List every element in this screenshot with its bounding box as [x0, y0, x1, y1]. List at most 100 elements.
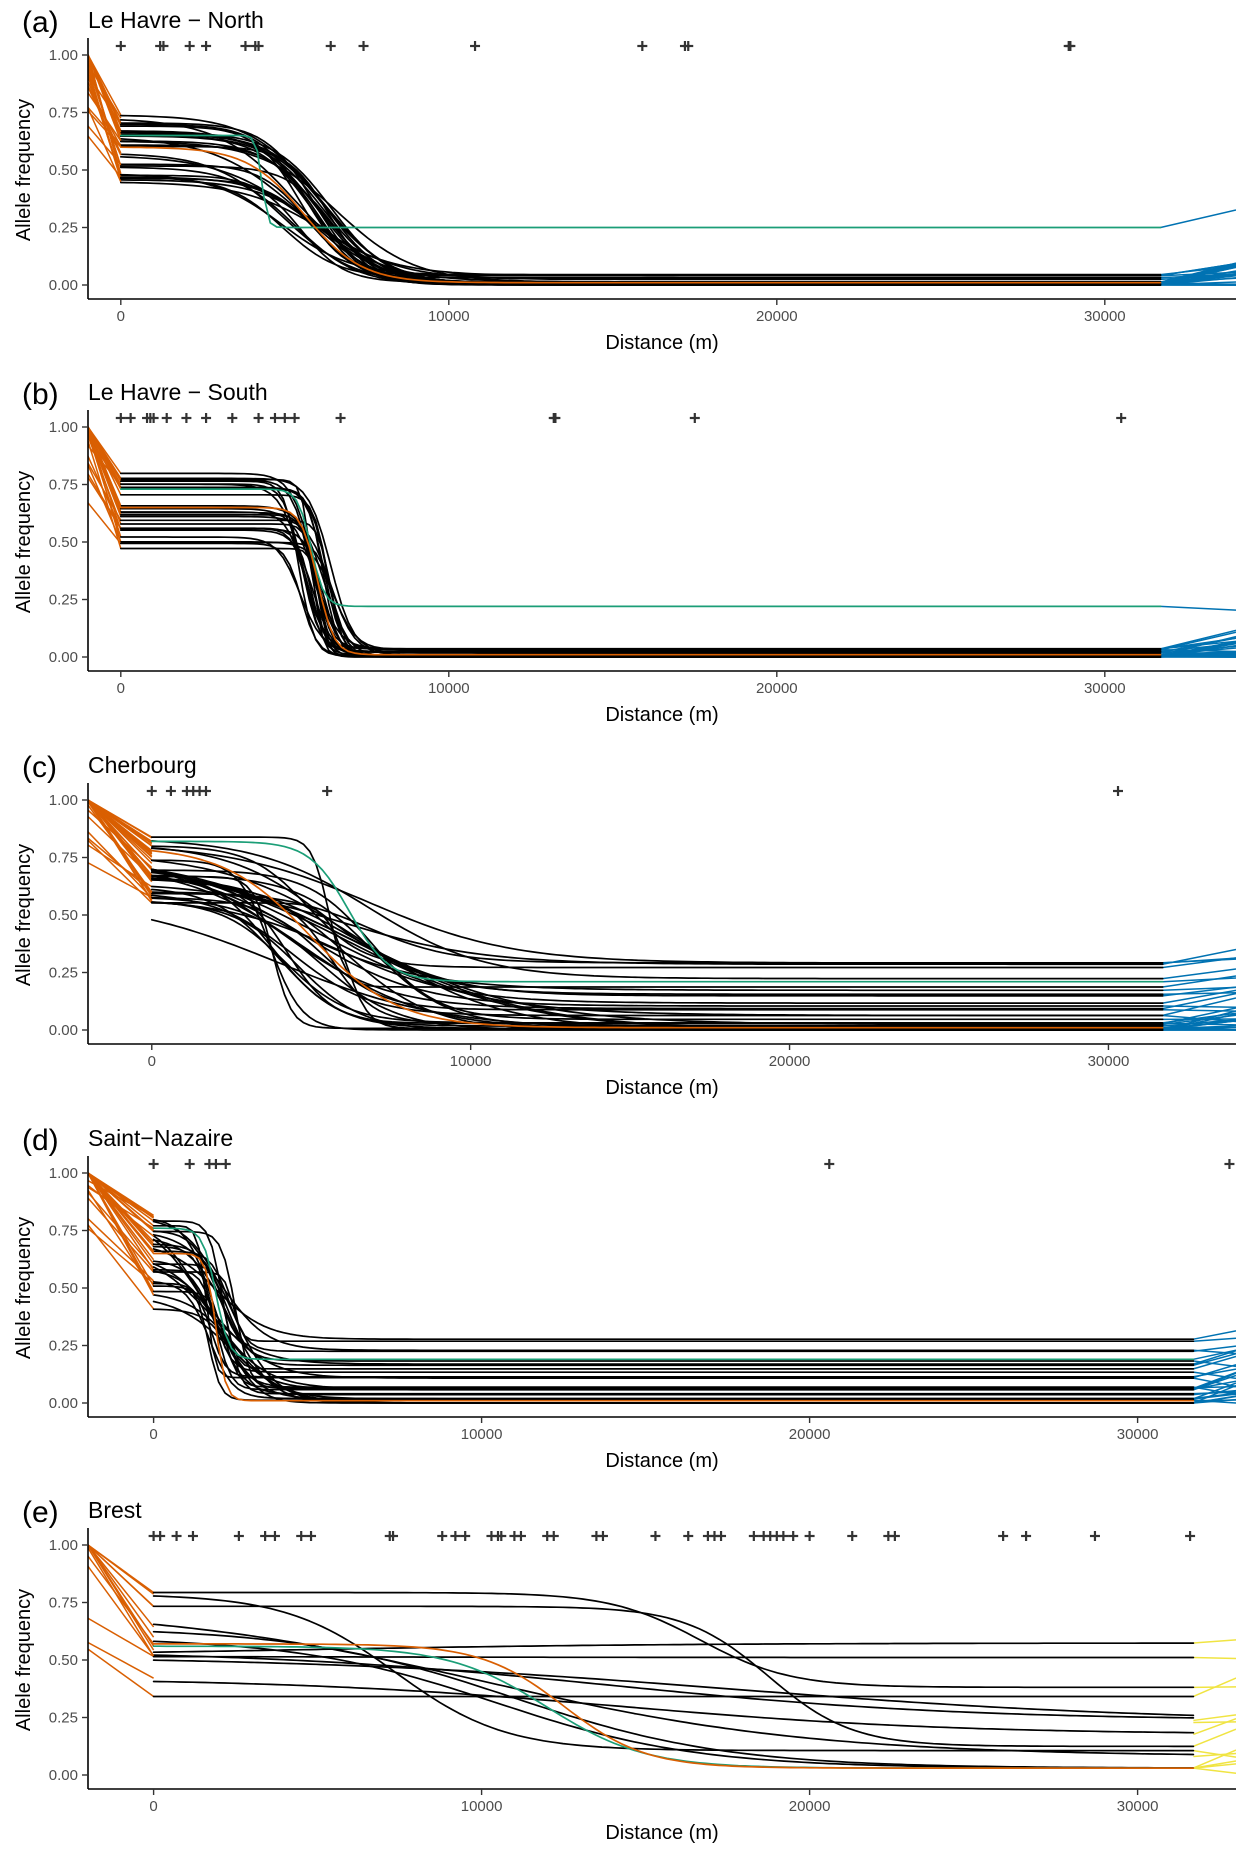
cline-line — [150, 879, 1164, 997]
sample-site-marker — [165, 786, 176, 796]
sample-site-marker — [998, 1531, 1009, 1541]
sample-site-marker — [253, 41, 264, 51]
cline-line — [119, 125, 1162, 277]
left-endpoint-segment — [88, 839, 153, 904]
panel-letter: (d) — [22, 1124, 59, 1157]
cline-line — [119, 176, 1162, 279]
sample-site-marker — [650, 1531, 661, 1541]
cline-line — [119, 181, 1162, 281]
sample-site-marker — [306, 1531, 317, 1541]
right-endpoint-segment — [1193, 1717, 1236, 1736]
sample-site-marker — [240, 41, 251, 51]
plot-area — [88, 1172, 1236, 1404]
right-endpoint-segment — [1160, 631, 1236, 651]
cline-panel: (a) Le Havre − North 0.00 0.25 0.50 0.75 1.00 0… — [13, 6, 1236, 354]
right-endpoint-segment — [1162, 986, 1236, 992]
sample-site-marker — [115, 413, 126, 423]
left-endpoint-segment — [88, 110, 122, 148]
cline-line-orange — [152, 1252, 1195, 1402]
left-endpoint-segment — [88, 799, 153, 878]
y-tick-label: 0.00 — [49, 277, 78, 294]
right-endpoint-segment — [1160, 262, 1236, 277]
sample-site-marker — [158, 41, 169, 51]
y-axis-title: Allele frequency — [13, 99, 35, 241]
cline-line-teal — [152, 1227, 1195, 1361]
panel-letter: (a) — [22, 6, 59, 39]
left-endpoint-segment — [88, 426, 122, 508]
left-endpoint-segment — [88, 1648, 155, 1698]
right-endpoint-segment — [1193, 1353, 1236, 1366]
sample-site-marker — [227, 413, 238, 423]
y-tick-label: 0.75 — [49, 1595, 78, 1612]
sample-site-marker — [1021, 1531, 1032, 1541]
sample-site-marker — [269, 413, 280, 423]
sample-site-marker — [210, 1159, 221, 1169]
x-axis-title: Distance (m) — [605, 1077, 718, 1099]
cline-line — [150, 868, 1164, 1010]
cline-line — [150, 840, 1164, 980]
sample-site-marker — [788, 1531, 799, 1541]
sample-site-marker — [322, 786, 333, 796]
cline-line — [119, 493, 1162, 658]
cline-line — [150, 896, 1164, 1011]
right-endpoint-segment — [1193, 1395, 1236, 1404]
sample-site-marker — [184, 41, 195, 51]
sample-site-marker — [515, 1531, 526, 1541]
sample-site-marker — [260, 1531, 271, 1541]
cline-line — [152, 1591, 1195, 1689]
panel-title: Le Havre − North — [88, 7, 264, 33]
cline-panel: (d) Saint−Nazaire 0.00 0.25 0.50 0.75 1.00 0 100… — [13, 1124, 1236, 1472]
right-endpoint-segment — [1193, 1763, 1236, 1769]
cline-panel: (e) Brest 0.00 0.25 0.50 0.75 1.00 0 10000 20000 3… — [13, 1496, 1236, 1844]
sample-site-marker — [1224, 1159, 1235, 1169]
cline-line — [152, 1271, 1195, 1343]
sample-site-marker — [325, 41, 336, 51]
sample-site-marker — [161, 413, 172, 423]
x-tick-label: 20000 — [769, 1053, 811, 1070]
sample-site-marker — [1116, 413, 1127, 423]
x-tick-label: 10000 — [461, 1426, 503, 1443]
cline-line — [150, 874, 1164, 1027]
x-tick-label: 10000 — [428, 680, 470, 697]
sample-site-marker — [187, 1531, 198, 1541]
cline-line-teal — [119, 134, 1162, 229]
sample-site-marker — [1113, 786, 1124, 796]
cline-line — [152, 1270, 1195, 1400]
sample-site-marker — [847, 1531, 858, 1541]
cline-line — [119, 483, 1162, 658]
right-endpoint-segment — [1193, 1749, 1236, 1769]
sample-site-marker — [253, 413, 264, 423]
sample-site-marker — [155, 1531, 166, 1541]
right-endpoint-segment — [1162, 975, 1236, 988]
cline-line — [152, 1234, 1195, 1391]
sample-site-marker — [748, 1531, 759, 1541]
right-endpoint-segment — [1193, 1393, 1236, 1400]
y-tick-label: 0.00 — [49, 1022, 78, 1039]
y-tick-label: 1.00 — [49, 47, 78, 64]
right-endpoint-segment — [1160, 263, 1236, 283]
sample-site-marker — [146, 786, 157, 796]
right-endpoint-segment — [1162, 977, 1236, 983]
panel-title: Brest — [88, 1497, 142, 1523]
left-endpoint-segment — [88, 1617, 154, 1658]
sample-site-marker — [689, 413, 700, 423]
plot-area — [88, 799, 1236, 1031]
sample-site-marker — [184, 1159, 195, 1169]
cline-line — [152, 1630, 1195, 1769]
cline-line — [152, 1680, 1195, 1734]
cline-line — [152, 1290, 1195, 1388]
left-endpoint-segment — [88, 1192, 155, 1269]
left-endpoint-segment — [88, 1172, 155, 1254]
cline-line — [152, 1220, 1195, 1404]
right-endpoint-segment — [1162, 1005, 1236, 1008]
sample-site-marker — [269, 1531, 280, 1541]
cline-line — [119, 153, 1162, 285]
right-endpoint-segment — [1193, 1386, 1236, 1396]
right-endpoint-segment — [1193, 1749, 1236, 1758]
y-tick-label: 1.00 — [49, 419, 78, 436]
cline-line — [119, 132, 1162, 286]
cline-line-orange — [119, 506, 1162, 656]
cline-line — [152, 1655, 1195, 1659]
sample-site-marker — [1089, 1531, 1100, 1541]
